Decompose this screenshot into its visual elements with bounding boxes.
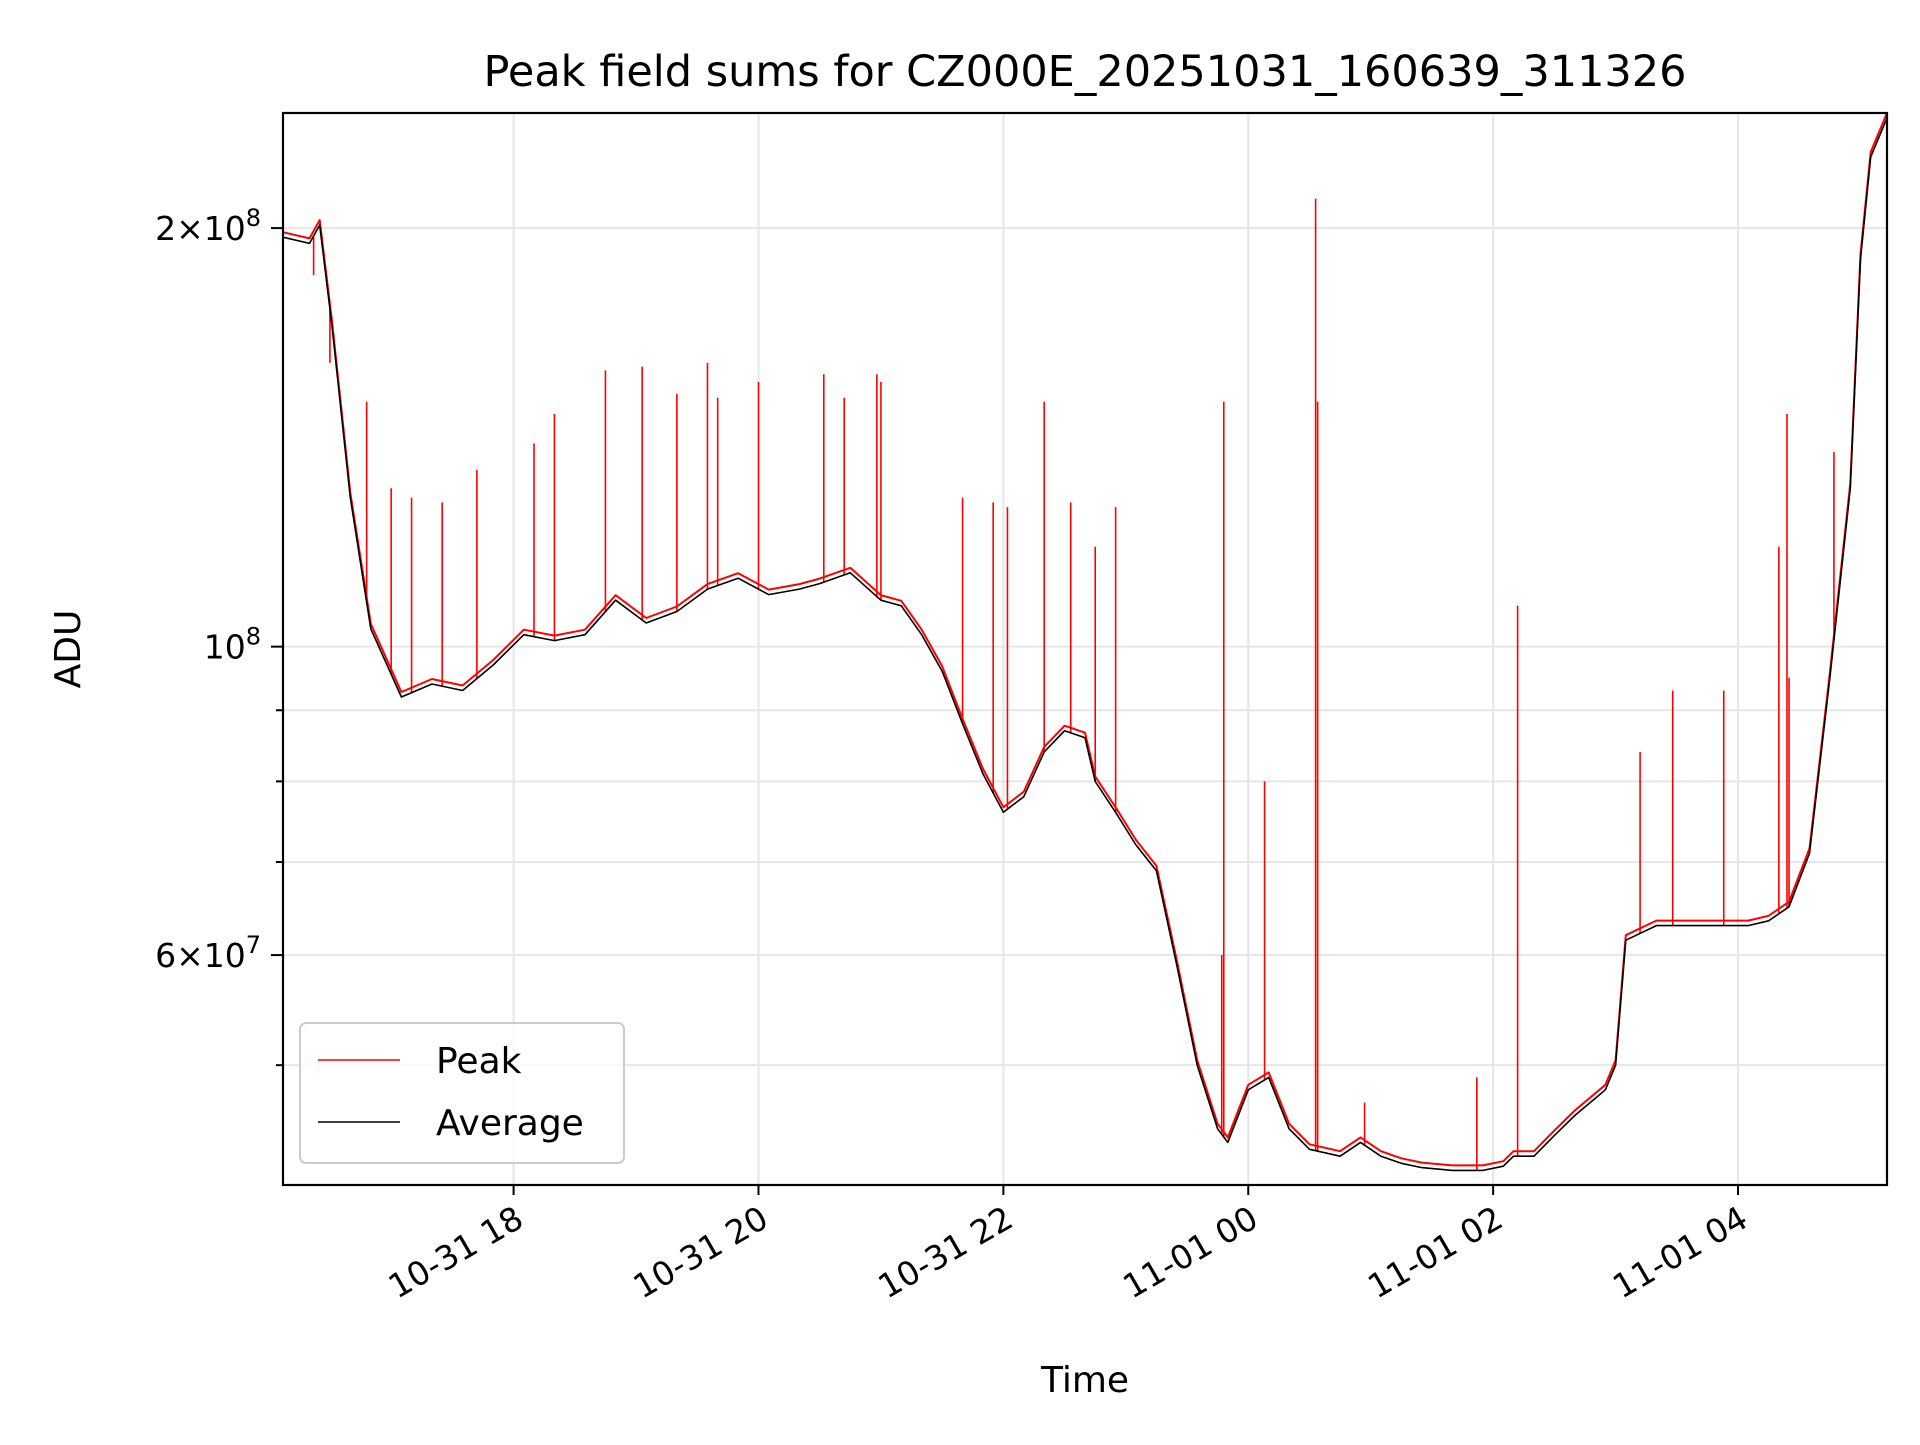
average-series: [282, 117, 1888, 1172]
y-tick-label: 6×107: [155, 931, 261, 975]
peak-series: [282, 112, 1888, 1171]
chart-title: Peak field sums for CZ000E_20251031_1606…: [483, 47, 1686, 97]
x-axis: 10-31 18 10-31 20 10-31 22 11-01 00 11-01 02…: [382, 1185, 1754, 1306]
y-axis: 2×108 108 6×107: [155, 204, 283, 1067]
x-tick-label: 10-31 18: [382, 1198, 530, 1306]
y-tick-label: 108: [204, 623, 261, 667]
y-axis-label: ADU: [48, 610, 89, 689]
grid: [283, 113, 1887, 1185]
x-axis-label: Time: [1040, 1360, 1129, 1401]
legend-peak-label: Peak: [436, 1041, 522, 1082]
legend-average-label: Average: [436, 1103, 584, 1144]
x-tick-label: 10-31 22: [871, 1198, 1019, 1306]
x-tick-label: 10-31 20: [626, 1198, 774, 1306]
peak-series-line: [282, 112, 1888, 1167]
average-series-line: [282, 117, 1888, 1172]
x-tick-label: 11-01 00: [1116, 1198, 1264, 1306]
x-tick-label: 11-01 02: [1361, 1198, 1509, 1306]
y-tick-label: 2×108: [155, 204, 261, 248]
x-tick-label: 11-01 04: [1606, 1198, 1754, 1306]
plot-frame: [281, 111, 1889, 1187]
legend: Peak Average: [299, 1022, 625, 1164]
legend-box: [299, 1022, 625, 1164]
